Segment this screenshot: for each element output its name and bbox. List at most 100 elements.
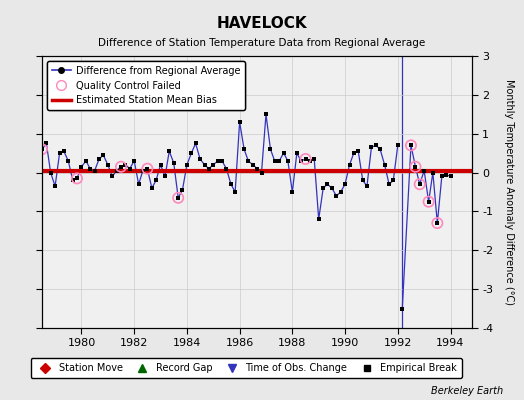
Point (270, 158, 279, 164)
Point (60, 148, 68, 154)
Point (38, 146, 46, 152)
Point (196, 156, 204, 162)
Point (297, 158, 305, 164)
Point (323, 181, 332, 188)
Point (288, 189, 297, 195)
Point (95, 156, 103, 162)
Point (178, 187, 187, 193)
Point (143, 166, 151, 172)
Point (257, 169, 266, 176)
Point (117, 164, 125, 170)
Point (152, 177, 160, 184)
Point (310, 156, 319, 162)
Point (411, 164, 420, 170)
Point (139, 168, 147, 174)
Point (429, 169, 437, 176)
Point (253, 166, 261, 172)
Point (407, 142, 415, 148)
Point (200, 162, 209, 168)
Point (319, 185, 328, 191)
Point (112, 168, 121, 174)
Point (433, 220, 442, 226)
Point (222, 166, 231, 172)
Point (275, 158, 283, 164)
Point (380, 162, 389, 168)
Y-axis label: Monthly Temperature Anomaly Difference (°C): Monthly Temperature Anomaly Difference (… (504, 79, 514, 305)
Point (227, 181, 235, 188)
Point (104, 162, 112, 168)
Point (398, 305, 407, 312)
Point (64, 158, 72, 164)
Point (235, 119, 244, 125)
Point (283, 158, 292, 164)
Point (248, 162, 257, 168)
Point (354, 148, 363, 154)
Point (99, 152, 107, 158)
Point (358, 177, 367, 184)
Point (411, 164, 420, 170)
Point (240, 146, 248, 152)
Point (214, 158, 222, 164)
Point (38, 146, 46, 152)
Point (231, 189, 239, 195)
Point (165, 148, 173, 154)
Point (336, 189, 345, 195)
Point (292, 150, 301, 156)
Point (385, 181, 394, 188)
Point (108, 173, 116, 180)
Point (363, 183, 371, 189)
Point (170, 160, 178, 166)
Point (121, 162, 129, 168)
Point (341, 181, 350, 188)
Point (51, 183, 59, 189)
Point (314, 216, 323, 222)
Point (209, 162, 217, 168)
Point (174, 195, 182, 201)
Point (376, 146, 384, 152)
Point (42, 140, 51, 147)
Point (86, 166, 94, 172)
Point (332, 193, 341, 199)
Point (47, 169, 55, 176)
Point (372, 142, 380, 148)
Point (135, 181, 143, 188)
Point (91, 168, 99, 174)
Point (301, 156, 310, 162)
Point (345, 162, 354, 168)
Point (161, 173, 169, 180)
Point (117, 164, 125, 170)
Point (279, 150, 288, 156)
Point (367, 144, 376, 150)
Point (69, 177, 77, 184)
Point (350, 150, 358, 156)
Point (328, 185, 336, 191)
Point (306, 158, 314, 164)
Point (82, 158, 90, 164)
Text: HAVELOCK: HAVELOCK (217, 16, 307, 31)
Point (416, 181, 424, 188)
Point (218, 158, 226, 164)
Point (438, 173, 446, 180)
Point (73, 175, 81, 182)
Point (420, 168, 428, 174)
Point (266, 146, 275, 152)
Point (191, 140, 200, 147)
Point (143, 166, 151, 172)
Point (424, 198, 433, 205)
Legend: Station Move, Record Gap, Time of Obs. Change, Empirical Break: Station Move, Record Gap, Time of Obs. C… (30, 358, 462, 378)
Point (130, 158, 138, 164)
Point (204, 166, 213, 172)
Point (389, 177, 398, 184)
Point (187, 150, 195, 156)
Text: Berkeley Earth: Berkeley Earth (431, 386, 503, 396)
Point (262, 111, 270, 118)
Point (446, 173, 455, 180)
Point (77, 164, 85, 170)
Point (424, 198, 433, 205)
Point (407, 142, 415, 148)
Point (301, 156, 310, 162)
Legend: Difference from Regional Average, Quality Control Failed, Estimated Station Mean: Difference from Regional Average, Qualit… (47, 61, 245, 110)
Point (73, 175, 81, 182)
Point (244, 158, 253, 164)
Point (56, 150, 64, 156)
